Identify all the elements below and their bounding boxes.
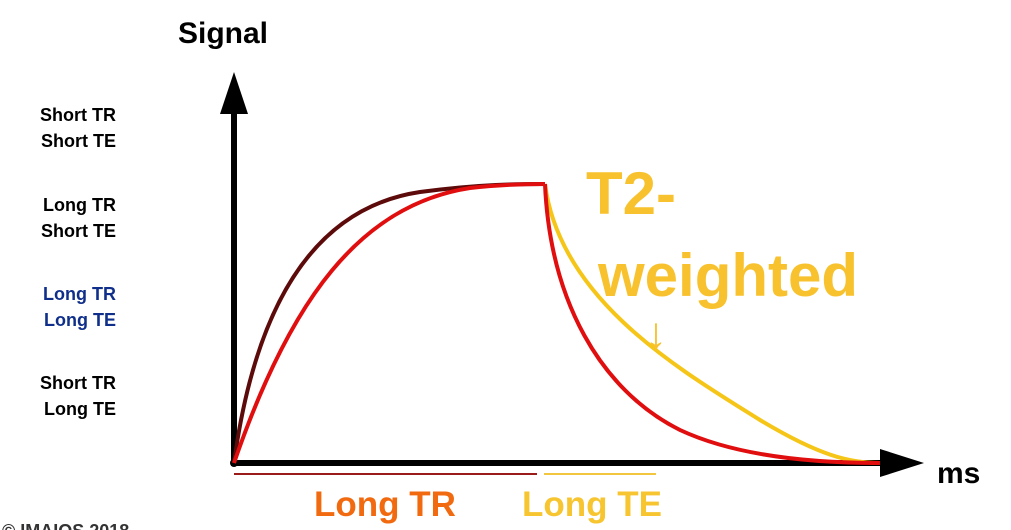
legend-line2: Long TE [44,310,116,330]
down-arrow-icon: ↓ [645,309,667,358]
copyright-text: © IMAIOS 2018 [2,521,129,530]
legend-line2: Long TE [44,399,116,419]
yellow-decay-curve [543,183,881,465]
legend-line2: Short TE [41,221,116,241]
red-recovery-curve [232,182,546,464]
legend-line1: Long TR [43,284,116,304]
legend-line1: Short TR [40,373,116,393]
legend-line1: Short TR [40,105,116,125]
legend-line2: Short TE [41,131,116,151]
y-axis-arrowhead [220,72,248,114]
t2-title-line1: T2- [586,160,676,227]
legend-long-tr-short-te: Long TR Short TE [14,192,116,244]
legend-short-tr-short-te: Short TR Short TE [14,102,116,154]
legend-short-tr-long-te: Short TR Long TE [14,370,116,422]
dark-red-recovery-curve [232,182,546,464]
x-axis-label: ms [937,457,980,490]
y-axis-label: Signal [178,17,268,50]
long-te-label: Long TE [522,485,662,524]
legend-long-tr-long-te: Long TR Long TE [14,281,116,333]
long-tr-label: Long TR [314,485,456,524]
red-decay-curve [543,183,881,465]
legend-line1: Long TR [43,195,116,215]
t2-title-line2: weighted [597,242,858,309]
x-axis-arrowhead [880,449,924,477]
